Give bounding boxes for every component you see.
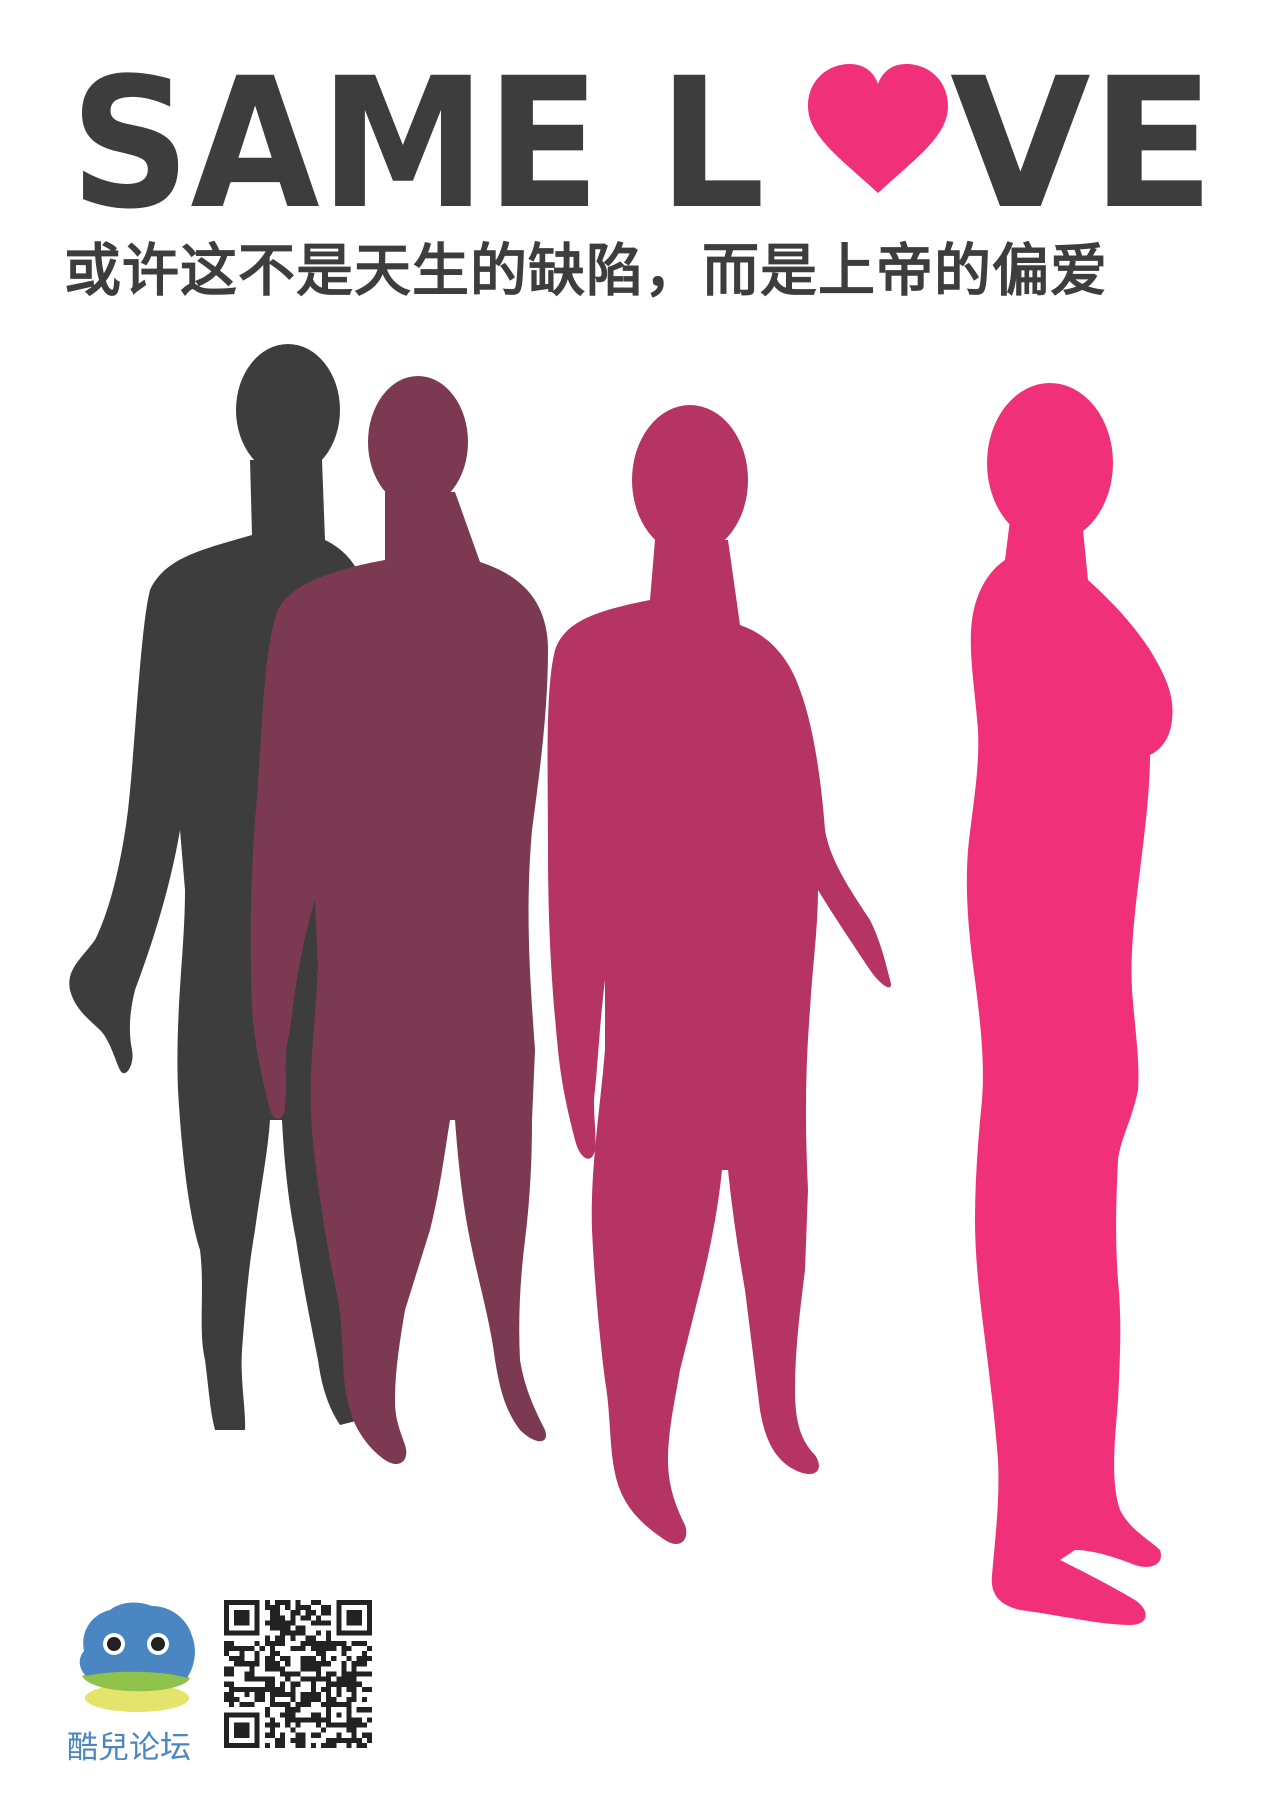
silhouette-figure-magenta [547, 405, 891, 1545]
subtitle: 或许这不是天生的缺陷，而是上帝的偏爱 [64, 238, 1108, 304]
silhouette-figure-plum [250, 376, 548, 1465]
headline-graphic: SAME L VE [70, 58, 1215, 218]
blue-fluffy-creature-logo [79, 1602, 195, 1712]
brand-name: 酷兒论坛 [67, 1730, 191, 1766]
headline-text-part1: SAME L [70, 58, 765, 218]
heart-icon [808, 64, 948, 193]
headline: SAME L VE [70, 58, 1215, 218]
qr-code-icon[interactable] [224, 1600, 372, 1748]
brand-block: 酷兒论坛 [62, 1596, 212, 1766]
silhouette-figure-pink [966, 383, 1173, 1625]
headline-text-part2: VE [950, 58, 1215, 218]
figures-illustration [0, 330, 1280, 1809]
